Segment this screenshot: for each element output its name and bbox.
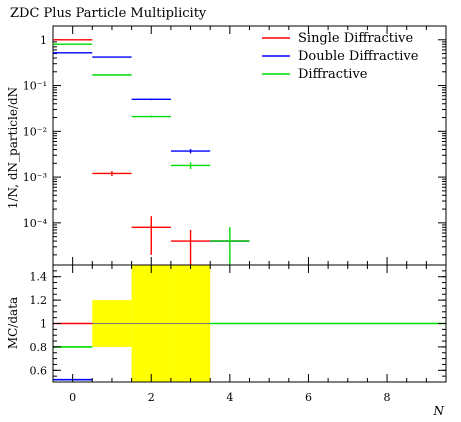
ratio-y-tick-label: 1	[40, 318, 47, 331]
x-tick-label: 2	[148, 391, 155, 404]
legend-entry: Diffractive	[298, 67, 368, 82]
x-axis-label: N	[433, 404, 445, 418]
ratio-y-tick-label: 1.4	[30, 271, 48, 284]
y-tick-label: 1	[40, 34, 47, 47]
ratio-y-tick-label: 0.6	[30, 364, 48, 377]
series-double-diffractive	[53, 52, 250, 242]
x-tick-label: 6	[305, 391, 312, 404]
main-plot-panel: 1 10⁻¹ 10⁻² 10⁻³ 10⁻⁴	[23, 25, 447, 266]
ratio-y-tick-label: 1.2	[30, 294, 48, 307]
legend-entry: Single Diffractive	[298, 31, 414, 46]
ratio-y-tick-label: 0.8	[30, 341, 48, 354]
legend: Single Diffractive Double Diffractive Diff…	[262, 31, 419, 82]
ratio-plot-panel: 0.6 0.8 1 1.2 1.4 0 2 4 6 8	[30, 264, 447, 404]
y-tick-label: 10⁻¹	[23, 80, 47, 93]
x-tick-label: 0	[69, 391, 76, 404]
y-tick-label: 10⁻⁴	[23, 217, 48, 230]
x-tick-label: 4	[226, 391, 233, 404]
y-tick-label: 10⁻³	[23, 171, 47, 184]
x-tick-label: 8	[384, 391, 391, 404]
series-single-diffractive	[53, 39, 250, 265]
y-axis-label-ratio: MC/data	[6, 297, 20, 349]
series-diffractive	[53, 43, 250, 265]
legend-entry: Double Diffractive	[298, 49, 419, 64]
y-tick-label: 10⁻²	[23, 125, 47, 138]
chart-title: ZDC Plus Particle Multiplicity	[10, 6, 207, 21]
y-axis-label-main: 1/N, dN_particle/dN	[6, 87, 20, 209]
